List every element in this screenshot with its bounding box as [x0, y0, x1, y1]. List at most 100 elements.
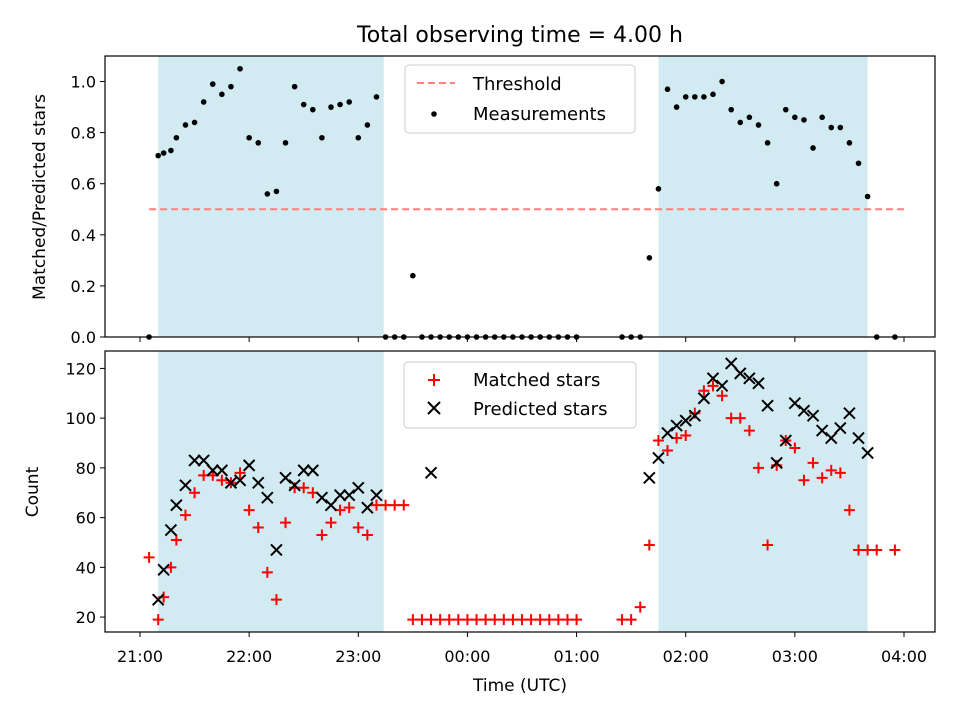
matched-stars-point: [762, 539, 774, 551]
y-tick-label: 0.6: [71, 175, 96, 194]
y-tick-label: 0.2: [71, 277, 96, 296]
predicted-stars-point: [643, 471, 656, 485]
top-y-ticks: 0.0 0.2 0.4 0.6 0.8 1.0: [71, 73, 105, 347]
measurements-point: [864, 193, 871, 200]
measurements-point: [182, 122, 189, 128]
y-tick-label: 80: [76, 459, 96, 478]
top-panel: 0.0 0.2 0.4 0.6 0.8 1.0 Matched/Predicted sta…: [30, 55, 936, 347]
matched-stars-point: [816, 472, 828, 484]
predicted-stars-point: [361, 501, 374, 514]
measurements-point: [168, 147, 174, 154]
measurements-point: [819, 114, 825, 121]
measurements-point: [246, 134, 252, 141]
matched-stars-point: [361, 529, 373, 541]
predicted-stars-point: [188, 454, 201, 467]
measurements-point: [191, 119, 198, 126]
predicted-stars-point: [861, 446, 874, 460]
legend-measurements-label: Measurements: [473, 104, 606, 125]
legend-measurements-marker: [431, 111, 437, 117]
measurements-point: [160, 150, 167, 156]
measurements-point: [801, 117, 807, 123]
measurements-point: [655, 186, 662, 192]
top-axes-frame: [104, 55, 936, 338]
matched-stars-point: [243, 504, 255, 516]
y-tick-label: 20: [76, 608, 96, 627]
matched-stars-point: [643, 539, 655, 551]
measurements-point: [664, 86, 671, 93]
matched-stars-point: [634, 601, 646, 613]
x-tick-label: 01:00: [554, 647, 600, 666]
predicted-stars-point: [852, 431, 865, 445]
top-plot-marks: [146, 65, 904, 340]
predicted-stars-point: [715, 379, 729, 393]
measurements-point: [710, 91, 716, 98]
predicted-stars-point: [297, 464, 310, 477]
predicted-stars-point: [834, 421, 847, 435]
legend-matched-marker: [428, 374, 440, 386]
predicted-stars-point: [242, 459, 256, 472]
measurements-point: [291, 83, 298, 90]
predicted-stars-point: [770, 456, 783, 470]
chart-title: Total observing time = 4.00 h: [356, 23, 683, 48]
predicted-stars-point: [424, 466, 438, 480]
predicted-stars-point: [761, 399, 774, 412]
predicted-stars-point: [224, 476, 238, 490]
measurements-point: [855, 160, 862, 167]
shaded-interval-2: [658, 351, 868, 632]
measurements-point: [373, 94, 380, 100]
predicted-stars-point: [734, 367, 747, 380]
matched-stars-point: [752, 462, 764, 474]
matched-stars-point: [343, 502, 355, 514]
bottom-shaded-intervals: [158, 351, 868, 632]
matched-stars-point: [625, 614, 637, 626]
predicted-stars-point: [706, 372, 720, 385]
x-tick-label: 02:00: [663, 647, 709, 666]
top-legend: Threshold Measurements: [404, 64, 636, 134]
matched-stars-point: [398, 499, 410, 511]
predicted-stars-point: [370, 489, 383, 502]
matched-stars-point: [889, 544, 901, 556]
measurements-point: [410, 272, 416, 279]
matched-stars-point: [707, 380, 719, 392]
predicted-stars-point: [164, 523, 178, 537]
bottom-y-ticks: 20 40 60 80 100 120: [65, 359, 105, 627]
measurements-point: [200, 99, 207, 105]
predicted-stars-point: [233, 474, 247, 487]
measurements-point: [337, 101, 343, 108]
predicted-stars-point: [306, 464, 320, 477]
measurements-point: [328, 104, 334, 110]
predicted-stars-point: [279, 471, 292, 485]
measurements-point: [692, 94, 698, 100]
measurements-point: [319, 134, 325, 141]
matched-stars-point: [698, 385, 710, 397]
measurements-point: [673, 104, 680, 110]
measurements-point: [219, 91, 225, 98]
predicted-stars-point: [157, 563, 170, 577]
measurements-point: [155, 152, 161, 159]
matched-stars-point: [843, 504, 855, 516]
matched-stars-point: [789, 442, 801, 454]
matched-stars-point: [834, 467, 846, 479]
matched-stars-point: [170, 534, 182, 546]
predicted-stars-point: [333, 489, 347, 502]
legend-matched-label: Matched stars: [473, 370, 600, 391]
measurements-point: [755, 122, 762, 128]
predicted-stars-point: [815, 424, 829, 437]
x-tick-label: 04:00: [881, 647, 927, 666]
top-y-axis-label: Matched/Predicted stars: [30, 94, 50, 300]
predicted-stars-point: [697, 392, 711, 405]
y-tick-label: 40: [76, 558, 96, 577]
predicted-stars-point: [206, 464, 219, 477]
legend-threshold-label: Threshold: [472, 74, 562, 95]
measurements-point: [228, 83, 234, 90]
matched-stars-point: [234, 467, 246, 479]
bottom-x-ticks: 21:00 22:00 23:00 00:00 01:00 02:00 03:00 04:00: [117, 632, 927, 666]
predicted-stars-point: [170, 498, 183, 512]
measurements-point: [719, 78, 725, 85]
measurements-point: [746, 114, 753, 121]
measurements-point: [792, 114, 798, 121]
measurements-point: [237, 65, 243, 72]
x-tick-label: 03:00: [772, 647, 818, 666]
bottom-legend-frame: [403, 361, 637, 429]
matched-stars-point: [871, 544, 883, 556]
